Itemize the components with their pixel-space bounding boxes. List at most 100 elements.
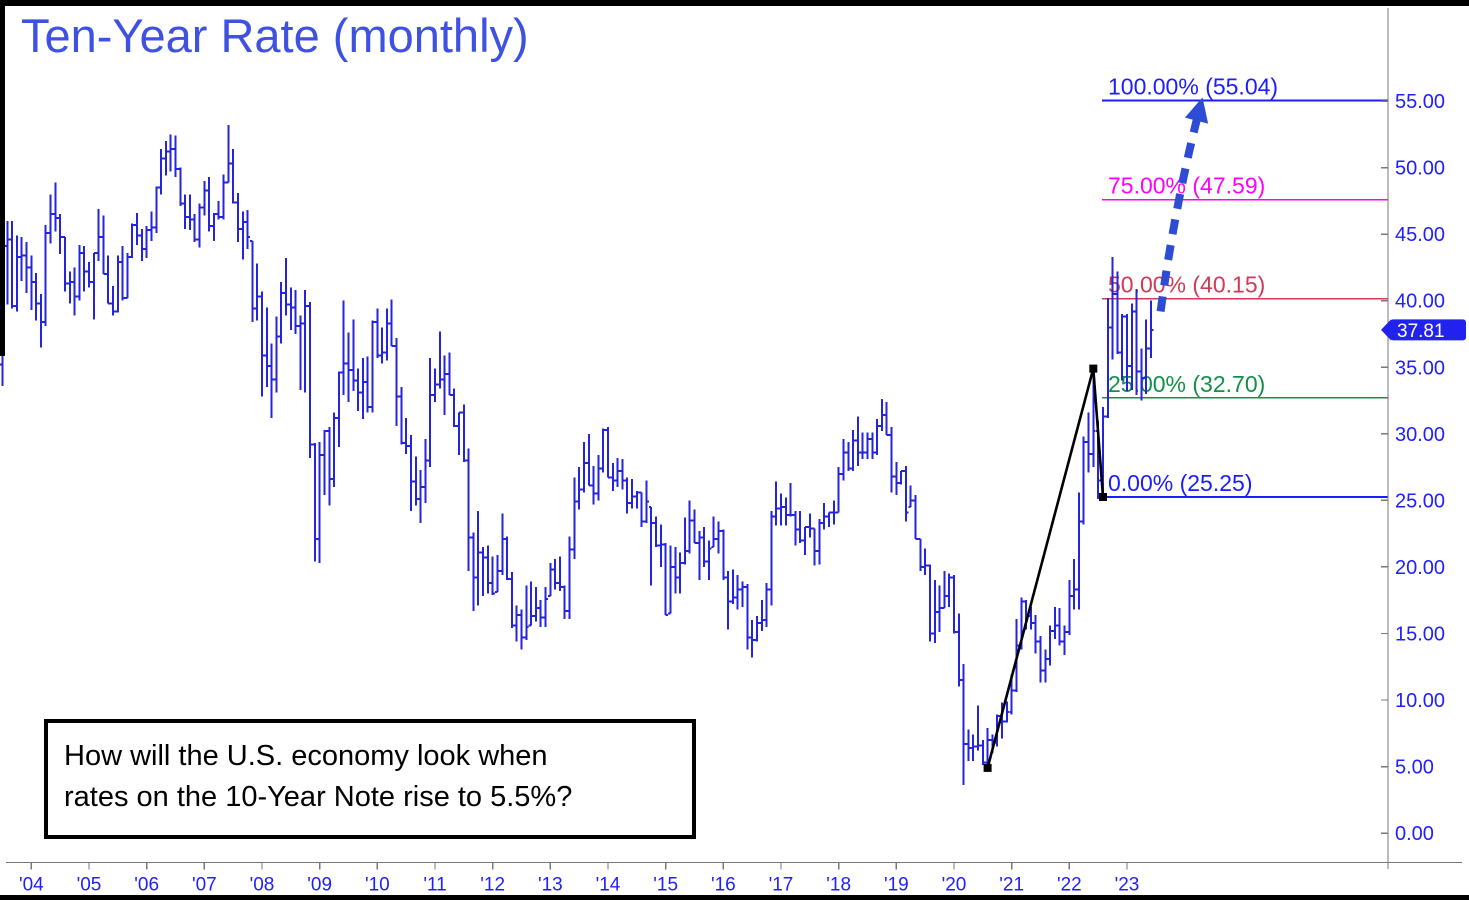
price-bar bbox=[596, 455, 601, 501]
fib-label-100.00%: 100.00% (55.04) bbox=[1108, 74, 1278, 100]
price-bar bbox=[336, 371, 342, 448]
price-bar bbox=[1071, 558, 1077, 610]
price-bar bbox=[610, 463, 616, 492]
price-bar bbox=[567, 536, 572, 619]
price-bar bbox=[975, 705, 981, 751]
x-tick-label: '20 bbox=[942, 875, 967, 896]
price-bar bbox=[1129, 303, 1135, 390]
price-bar bbox=[749, 620, 755, 658]
y-tick-label: 15.00 bbox=[1395, 623, 1445, 645]
price-bar bbox=[67, 271, 73, 304]
y-axis: 0.00 5.00 10.00 15.00 20.00 25.00 30.00 35.00 40… bbox=[1381, 8, 1445, 869]
x-tick-label: '13 bbox=[538, 875, 563, 896]
y-tick-label: 50.00 bbox=[1395, 158, 1445, 180]
price-bar bbox=[33, 272, 39, 321]
price-bar bbox=[57, 214, 63, 255]
price-bar bbox=[389, 299, 395, 347]
x-tick-label: '21 bbox=[999, 875, 1024, 896]
price-bar bbox=[648, 506, 654, 586]
trendline-anchor bbox=[1089, 364, 1098, 373]
price-bar bbox=[1139, 348, 1144, 401]
price-bar bbox=[197, 203, 202, 248]
y-tick-label: 40.00 bbox=[1395, 291, 1445, 313]
price-bar bbox=[942, 570, 947, 610]
price-bar bbox=[557, 556, 563, 591]
price-bar bbox=[1119, 314, 1125, 381]
price-bar bbox=[514, 605, 520, 642]
price-bar bbox=[759, 600, 765, 631]
price-bar bbox=[869, 432, 875, 460]
x-tick-label: '17 bbox=[769, 875, 794, 896]
price-bar bbox=[735, 574, 741, 610]
price-bar bbox=[240, 211, 246, 260]
price-bar bbox=[985, 728, 990, 770]
price-bar bbox=[841, 439, 846, 481]
price-bar bbox=[427, 358, 433, 468]
y-tick-label: 10.00 bbox=[1395, 690, 1445, 712]
price-bar bbox=[302, 290, 308, 393]
price-bar bbox=[937, 585, 942, 633]
projection-arrow bbox=[1156, 97, 1209, 312]
price-bar bbox=[374, 308, 380, 358]
price-bar bbox=[663, 543, 669, 616]
price-bars bbox=[0, 125, 1154, 786]
price-bar bbox=[1124, 314, 1130, 392]
projection-arrow-shaft bbox=[1156, 104, 1205, 312]
price-bar bbox=[120, 246, 125, 301]
price-bar bbox=[817, 519, 822, 565]
price-bar bbox=[226, 125, 231, 184]
price-bar bbox=[879, 399, 885, 432]
price-bar bbox=[1042, 649, 1048, 683]
price-bar bbox=[778, 493, 784, 526]
price-bar bbox=[1066, 580, 1072, 635]
price-bar bbox=[797, 511, 803, 543]
price-bar bbox=[101, 215, 106, 276]
price-bar bbox=[43, 224, 49, 326]
x-tick-label: '11 bbox=[423, 875, 446, 896]
price-bar bbox=[682, 517, 688, 565]
price-tag-body bbox=[1390, 319, 1466, 341]
price-bar bbox=[72, 267, 77, 316]
price-bar bbox=[783, 497, 789, 526]
price-bar bbox=[187, 194, 193, 231]
price-bar bbox=[379, 327, 385, 364]
fib-label-25.00%: 25.00% (32.70) bbox=[1108, 371, 1265, 397]
price-bar bbox=[687, 500, 693, 554]
price-bar bbox=[845, 441, 851, 472]
price-bar bbox=[898, 470, 904, 485]
price-bar bbox=[874, 419, 880, 456]
price-bar bbox=[547, 562, 553, 598]
price-bar bbox=[19, 236, 25, 281]
price-bar bbox=[475, 511, 481, 606]
x-tick-label: '06 bbox=[134, 875, 159, 896]
price-bar bbox=[966, 729, 971, 762]
price-bar bbox=[918, 538, 923, 571]
price-bar bbox=[644, 480, 649, 523]
annotation-line-2: rates on the 10-Year Note rise to 5.5%? bbox=[64, 781, 573, 814]
price-bar bbox=[408, 435, 414, 511]
price-bar bbox=[173, 135, 178, 177]
price-bar bbox=[653, 516, 659, 547]
price-bar bbox=[1076, 492, 1082, 610]
price-bar bbox=[360, 358, 366, 420]
last-price-tag: 37.81 bbox=[1381, 319, 1466, 342]
price-bar bbox=[1086, 412, 1091, 473]
price-bar bbox=[961, 664, 966, 786]
price-bar bbox=[562, 585, 568, 619]
price-bar bbox=[163, 141, 169, 176]
price-bar bbox=[764, 582, 769, 627]
price-bar bbox=[259, 291, 265, 397]
price-bar bbox=[1004, 701, 1010, 723]
y-tick-label: 55.00 bbox=[1395, 91, 1445, 113]
price-bar bbox=[245, 210, 250, 249]
price-bar bbox=[1081, 436, 1087, 525]
price-bar bbox=[480, 547, 486, 597]
price-bar bbox=[812, 527, 817, 566]
trendline-anchor bbox=[983, 763, 992, 772]
price-bar bbox=[552, 558, 558, 590]
price-bar bbox=[216, 200, 222, 220]
price-bar bbox=[355, 368, 361, 412]
price-bar bbox=[62, 235, 68, 292]
price-bar bbox=[889, 427, 894, 493]
price-bar bbox=[605, 427, 611, 479]
